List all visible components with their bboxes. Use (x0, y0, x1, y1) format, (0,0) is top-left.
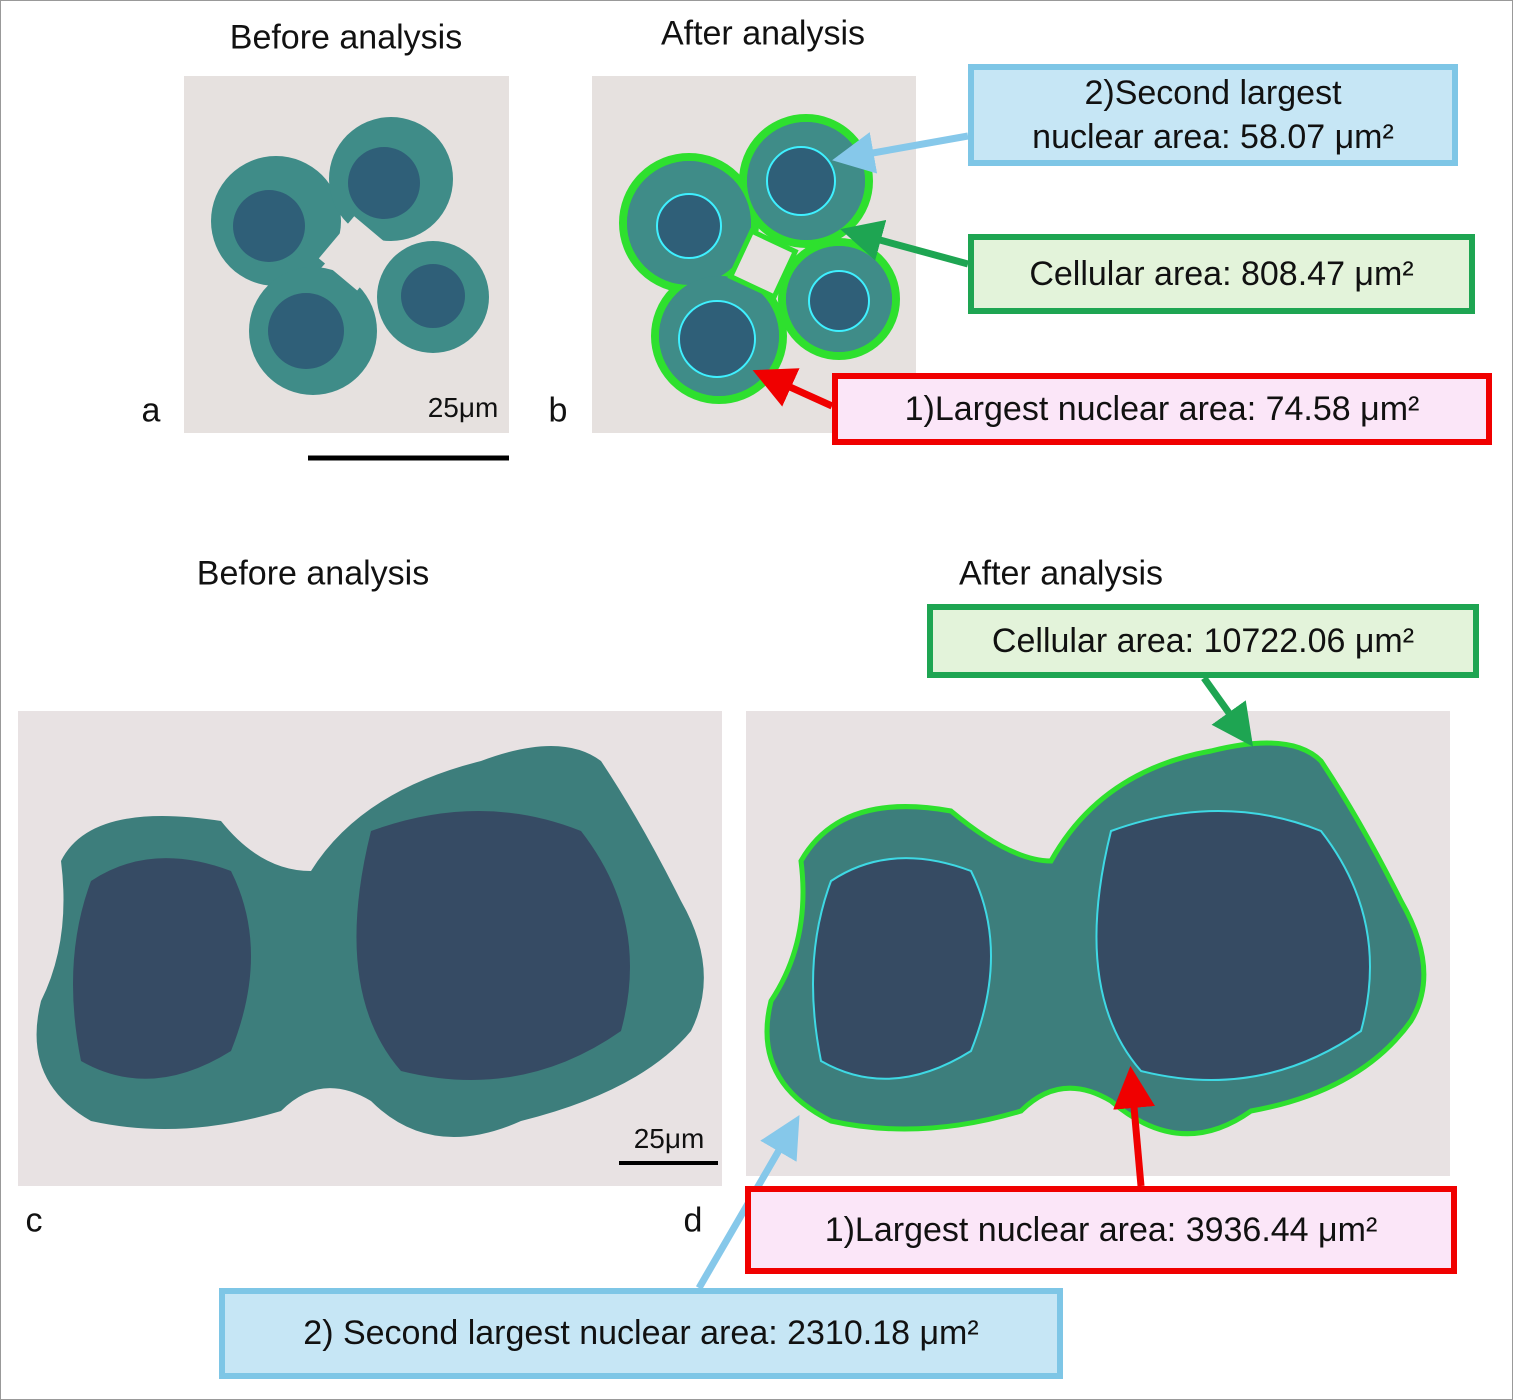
arrow (840, 219, 969, 268)
callout: Cellular area: 10722.06 μm² (927, 604, 1479, 678)
callout: 1)Largest nuclear area: 74.58 μm² (832, 373, 1492, 445)
arrow (1201, 675, 1254, 747)
panel-letter: b (548, 391, 568, 430)
callout: 1)Largest nuclear area: 3936.44 μm² (745, 1186, 1457, 1274)
callout-text: 2)Second largest (1084, 73, 1342, 112)
callout-text: 1)Largest nuclear area: 3936.44 μm² (824, 1210, 1378, 1249)
callout-text: Cellular area: 10722.06 μm² (991, 621, 1415, 660)
panel-title: Before analysis (196, 554, 430, 593)
callout-text: Cellular area: 808.47 μm² (1029, 254, 1414, 293)
callout-text: nuclear area: 58.07 μm² (1032, 118, 1394, 156)
arrow (752, 368, 834, 410)
micrograph-d (746, 711, 1450, 1176)
arrow (1113, 1066, 1156, 1187)
micrograph-a (184, 76, 509, 433)
callout-text: 2) Second largest nuclear area: 2310.18 … (303, 1314, 979, 1353)
callout-text: 1)Largest nuclear area: 74.58 μm² (904, 389, 1420, 428)
arrow (832, 132, 969, 174)
panel-letter: d (683, 1201, 703, 1240)
callout: 2)Second largest nuclear area: 58.07 μm² (968, 64, 1458, 166)
panel-letter: a (141, 391, 161, 430)
panel-title: Before analysis (229, 18, 463, 57)
callout: 2) Second largest nuclear area: 2310.18 … (219, 1288, 1063, 1379)
scale-label: 25μm (633, 1123, 705, 1154)
micrograph-c (18, 711, 722, 1186)
scale-label: 25μm (427, 392, 499, 423)
callout: Cellular area: 808.47 μm² (968, 234, 1475, 314)
panel-letter: c (25, 1201, 43, 1240)
panel-title: After analysis (660, 14, 866, 53)
panel-title: After analysis (958, 554, 1164, 593)
